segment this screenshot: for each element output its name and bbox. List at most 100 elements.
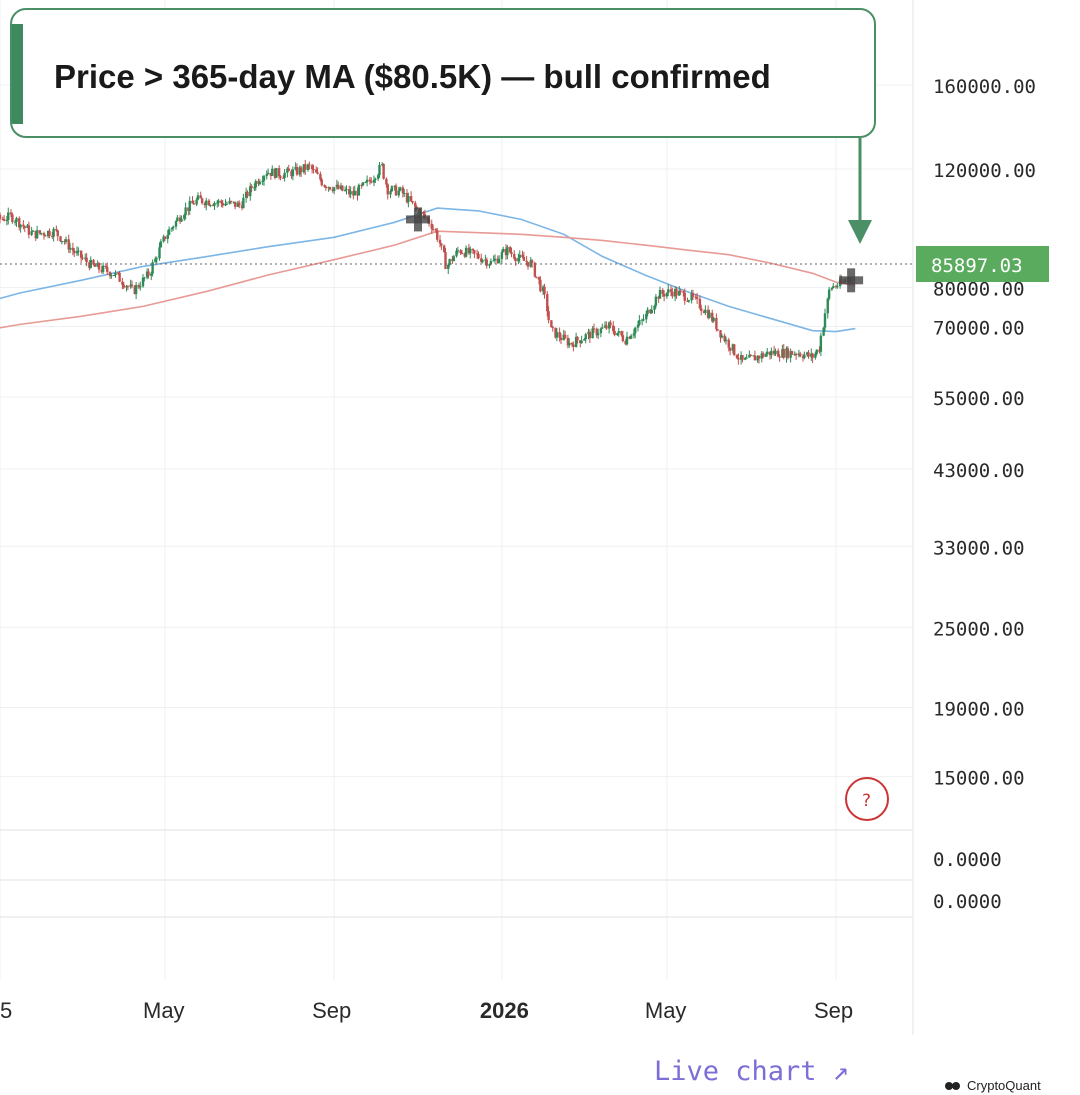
candle-body xyxy=(715,317,718,330)
candle-body xyxy=(517,257,520,262)
candle-body xyxy=(341,185,344,191)
candle-body xyxy=(832,286,835,288)
candle-body xyxy=(774,350,777,355)
candle-body xyxy=(777,350,780,357)
candle-body xyxy=(694,296,697,298)
candle-body xyxy=(642,319,645,321)
candle-body xyxy=(203,203,207,206)
ma-red-line xyxy=(0,230,856,329)
x-tick-label: 2026 xyxy=(480,998,529,1023)
candle-body xyxy=(830,287,834,290)
candle-body xyxy=(617,331,620,334)
candle-body xyxy=(108,272,112,277)
candle-body xyxy=(30,231,33,235)
live-chart-link[interactable]: Live chart ↗ xyxy=(654,1056,850,1087)
candle-body xyxy=(526,261,530,267)
candle-body xyxy=(232,201,235,203)
candle-body xyxy=(273,168,277,178)
candle-body xyxy=(770,350,773,356)
candle-body xyxy=(789,351,792,358)
grid-lines xyxy=(0,0,914,1035)
candle-body xyxy=(229,200,233,202)
candle-body xyxy=(253,187,256,189)
candle-body xyxy=(669,289,673,292)
candle-body xyxy=(46,230,50,237)
candle-body xyxy=(584,334,587,340)
candle-body xyxy=(558,332,561,338)
candle-body xyxy=(605,325,608,329)
moving-average-lines xyxy=(0,207,856,333)
candle-body xyxy=(224,203,227,206)
candle-body xyxy=(438,239,442,244)
candle-body xyxy=(356,190,359,196)
candle-body xyxy=(158,247,161,259)
y-tick-label: 80000.00 xyxy=(933,279,1025,301)
candle-body xyxy=(761,353,765,357)
brand-name: CryptoQuant xyxy=(967,1078,1041,1093)
candle-body xyxy=(372,179,376,183)
candle-body xyxy=(249,186,252,197)
candle-body xyxy=(513,254,516,259)
candle-body xyxy=(794,354,798,356)
candle-body xyxy=(712,317,715,322)
candle-body xyxy=(607,322,611,329)
cryptoquant-brand: CryptoQuant xyxy=(944,1078,1041,1093)
candle-body xyxy=(141,277,145,287)
candle-body xyxy=(151,262,154,274)
candle-body xyxy=(803,354,806,359)
candle-body xyxy=(456,250,460,252)
candle-body xyxy=(628,336,631,339)
candle-body xyxy=(649,309,652,314)
lower-pane-label: 0.0000 xyxy=(933,849,1002,871)
candle-body xyxy=(170,227,174,230)
candle-body xyxy=(401,187,405,194)
candle-body xyxy=(658,289,662,299)
axis-labels: 160000.00 120000.00 80000.00 70000.00 55000.… xyxy=(0,76,1036,1023)
candle-body xyxy=(686,300,689,302)
candle-body xyxy=(159,241,163,248)
candle-body xyxy=(291,169,295,177)
help-circle-icon[interactable] xyxy=(845,777,889,821)
candle-body xyxy=(485,259,488,266)
candle-body xyxy=(84,257,87,259)
candle-body xyxy=(475,253,479,255)
candle-body xyxy=(533,262,537,277)
candle-body xyxy=(172,226,175,228)
candle-body xyxy=(760,353,763,359)
candle-body xyxy=(752,355,755,357)
candle-body xyxy=(810,353,813,357)
candle-body xyxy=(661,289,664,295)
candle-body xyxy=(422,211,425,214)
candle-body xyxy=(785,348,788,358)
candle-body xyxy=(529,260,532,267)
candle-body xyxy=(525,260,528,262)
candle-body xyxy=(118,272,121,282)
marker-bar-h xyxy=(839,276,864,285)
candle-body xyxy=(38,230,42,234)
candle-body xyxy=(436,230,439,240)
candle-body xyxy=(213,202,216,206)
candle-body xyxy=(244,191,248,198)
candle-body xyxy=(191,200,194,204)
candle-body xyxy=(700,308,703,312)
candle-body xyxy=(112,275,116,277)
candle-body xyxy=(550,320,553,328)
candle-body xyxy=(599,328,603,334)
candle-body xyxy=(125,286,128,288)
candle-body xyxy=(745,357,748,359)
candle-body xyxy=(225,203,229,205)
candle-body xyxy=(139,286,142,288)
candle-body xyxy=(587,331,590,335)
help-question-mark: ? xyxy=(862,791,871,811)
candle-body xyxy=(554,327,557,338)
candle-body xyxy=(315,169,318,173)
candle-body xyxy=(59,236,62,242)
candle-body xyxy=(431,228,435,230)
candle-body xyxy=(464,247,468,257)
candle-body xyxy=(711,312,714,322)
candle-body xyxy=(447,264,450,269)
candle-body xyxy=(150,273,153,276)
candle-body xyxy=(200,198,204,204)
candle-body xyxy=(196,195,200,200)
candle-body xyxy=(756,356,759,361)
